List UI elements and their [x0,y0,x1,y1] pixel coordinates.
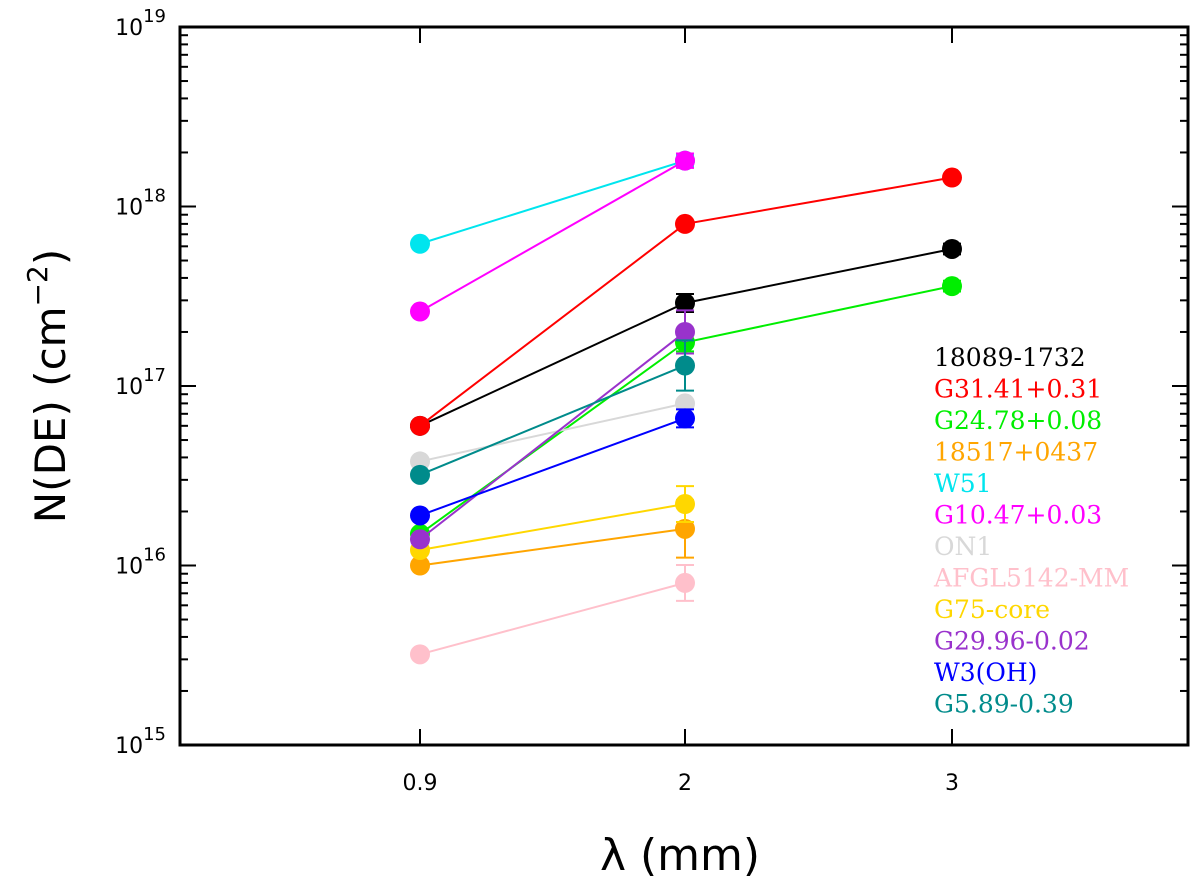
y-axis-title-close: ) [26,249,75,265]
legend-entry: G29.96-0.02 [934,627,1090,656]
data-point [410,415,430,436]
y-tick-label: 1019 [115,6,166,41]
y-tick-exp: 19 [143,6,166,27]
data-point [410,233,430,254]
data-point [675,393,695,414]
series-line [419,527,686,567]
legend-entry: G10.47+0.03 [934,501,1102,530]
series-line [419,331,686,541]
legend-entry: AFGL5142-MM [933,564,1129,593]
x-tick-label: 2 [678,771,692,796]
y-tick-label: 1015 [115,724,166,759]
series-W3(OH) [410,408,695,526]
y-tick-base: 10 [115,375,143,400]
series-ON1 [410,393,695,472]
y-tick-label: 1018 [115,186,166,221]
data-point [942,276,962,297]
legend-entry: G75-core [934,595,1050,624]
data-point [675,408,695,429]
y-tick-base: 10 [115,555,143,580]
data-point [675,494,695,515]
y-tick-exp: 17 [143,365,166,386]
series-line [419,364,686,476]
series-line [419,159,686,245]
data-point [675,213,695,234]
series-G10.47+0.03 [410,150,695,322]
series-line [419,402,686,463]
data-point [675,355,695,376]
x-tick-label: 0.9 [403,771,438,796]
series-line [419,159,686,313]
series-G31.41+0.31 [410,167,962,436]
data-point [675,292,695,313]
series-line [419,417,686,517]
y-tick-exp: 18 [143,186,166,207]
data-point [942,167,962,188]
plot-frame [178,25,1190,747]
y-tick-base: 10 [115,16,143,41]
data-point [410,555,430,576]
data-point [410,464,430,485]
y-tick-base: 10 [115,196,143,221]
legend-entry: G5.89-0.39 [934,690,1074,719]
y-axis-title-main: N(DE) (cm [26,306,75,523]
data-point [410,529,430,550]
series-AFGL5142-MM [410,563,695,665]
legend-entry: 18517+0437 [934,438,1098,467]
data-point [410,301,430,322]
y-tick-label: 1017 [115,365,166,400]
legend-entry: 18089-1732 [934,343,1086,372]
x-tick-label: 3 [945,771,959,796]
data-point [675,150,695,171]
y-tick-exp: 16 [143,545,166,566]
series-G5.89-0.39 [410,339,695,485]
data-point [410,644,430,665]
data-point [942,238,962,259]
legend-entry: W51 [934,469,992,498]
data-point [410,505,430,526]
series-layer [410,150,962,665]
y-axis-title: N(DE) (cm−2) [21,249,75,523]
series-W51 [410,150,695,254]
y-tick-exp: 15 [143,724,166,745]
series-G75-core [410,485,695,560]
x-axis-title: λ (mm) [600,830,760,881]
legend-entry: G31.41+0.31 [934,375,1102,404]
data-point [675,572,695,593]
series-line [419,503,686,551]
y-tick-label: 1016 [115,545,166,580]
y-tick-base: 10 [115,734,143,759]
data-point [675,518,695,539]
series-line [419,581,686,656]
y-axis-title-exp: −2 [21,265,54,306]
x-tick-labels: 0.9 2 3 [403,771,960,796]
legend-entry: W3(OH) [934,658,1037,687]
data-point [675,321,695,342]
legend-entry: G24.78+0.08 [934,406,1102,435]
legend-entry: ON1 [934,532,992,561]
